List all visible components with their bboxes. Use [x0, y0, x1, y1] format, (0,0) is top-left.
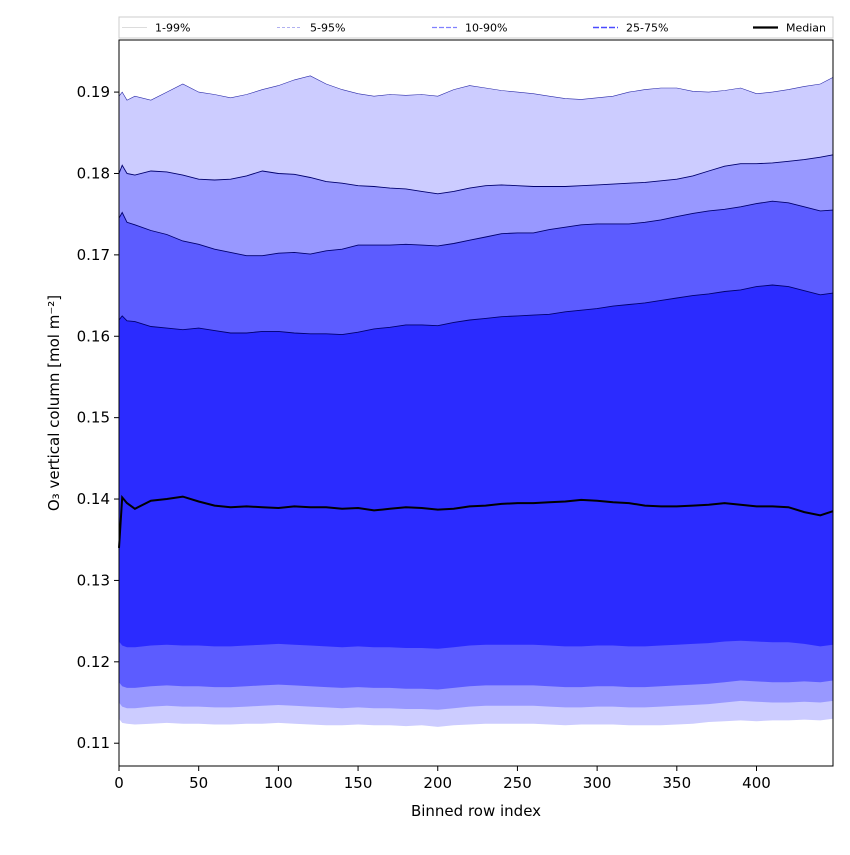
percentile-bands — [119, 75, 833, 727]
x-tick-label: 50 — [189, 774, 208, 792]
band-5-95-upper-edge — [118, 154, 834, 195]
x-tick-label: 100 — [264, 774, 293, 792]
x-tick-label: 350 — [662, 774, 691, 792]
y-axis-label: O₃ vertical column [mol m⁻²] — [45, 295, 63, 511]
y-tick-label: 0.16 — [77, 327, 110, 345]
x-tick-label: 0 — [114, 774, 124, 792]
legend-label-25-75: 25-75% — [626, 22, 668, 35]
x-tick-label: 150 — [344, 774, 373, 792]
y-tick-label: 0.15 — [77, 409, 110, 427]
x-axis-label: Binned row index — [411, 802, 541, 820]
band-edges — [118, 75, 834, 336]
legend-box — [118, 16, 834, 39]
median-layer — [118, 494, 834, 548]
y-tick-label: 0.19 — [77, 83, 110, 101]
y-tick-label: 0.14 — [77, 490, 110, 508]
y-tick-label: 0.11 — [77, 734, 110, 752]
y-axis-ticks: 0.11 0.12 0.13 0.14 0.15 0.16 0.17 0.18 0.19 — [77, 83, 119, 752]
x-tick-label: 400 — [742, 774, 771, 792]
y-tick-label: 0.17 — [77, 246, 110, 264]
plot-frame — [118, 39, 834, 767]
y-tick-label: 0.18 — [77, 164, 110, 182]
x-axis-ticks: 0 50 100 150 200 250 300 350 400 — [114, 766, 771, 792]
band-1-99-upper-edge — [118, 75, 834, 101]
median-line — [118, 494, 834, 548]
legend-label-1-99: 1-99% — [155, 22, 190, 35]
x-tick-label: 200 — [423, 774, 452, 792]
y-tick-label: 0.13 — [77, 571, 110, 589]
band-10-90-upper-edge — [118, 200, 834, 257]
legend-label-10-90: 10-90% — [465, 22, 507, 35]
legend-label-5-95: 5-95% — [310, 22, 345, 35]
band-25-75-upper-edge — [118, 284, 834, 336]
legend-label-median: Median — [786, 22, 826, 35]
y-tick-label: 0.12 — [77, 653, 110, 671]
band-25-75 — [119, 285, 833, 649]
legend: 1-99% 5-95% 10-90% 25-75% Median — [118, 16, 834, 39]
x-tick-label: 250 — [503, 774, 532, 792]
x-tick-label: 300 — [583, 774, 612, 792]
